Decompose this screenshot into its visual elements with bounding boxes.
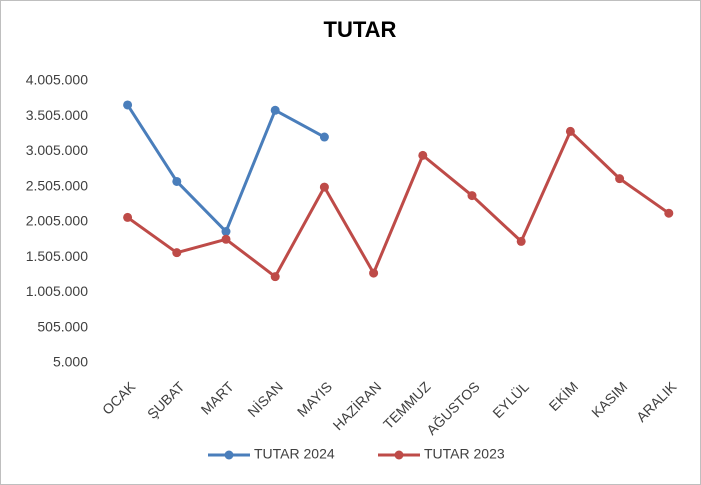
data-point: [516, 236, 526, 246]
y-tick-label: 3.005.000: [26, 142, 88, 158]
data-point: [418, 150, 428, 160]
y-tick-label: 4.005.000: [26, 72, 88, 88]
data-point: [221, 234, 231, 244]
y-tick-label: 2.505.000: [26, 177, 88, 193]
y-tick-label: 505.000: [37, 318, 88, 334]
y-tick-label: 3.505.000: [26, 107, 88, 123]
data-point: [319, 132, 329, 142]
data-point: [172, 176, 182, 186]
y-tick-label: 1.005.000: [26, 283, 88, 299]
legend-marker: [394, 450, 404, 460]
data-point: [467, 191, 477, 201]
data-point: [221, 227, 231, 237]
series-line: [126, 129, 670, 279]
data-point: [270, 272, 280, 282]
data-point: [565, 126, 575, 136]
y-tick-label: 1.505.000: [26, 248, 88, 264]
chart-title: TUTAR: [324, 17, 397, 42]
data-point: [664, 208, 674, 218]
y-tick-label: 5.000: [53, 354, 88, 370]
data-point: [319, 182, 329, 192]
legend-label: TUTAR 2024: [254, 446, 335, 462]
data-point: [123, 100, 133, 110]
data-point: [270, 105, 280, 115]
legend-marker: [224, 450, 234, 460]
legend-label: TUTAR 2023: [424, 446, 505, 462]
y-tick-label: 2.005.000: [26, 213, 88, 229]
data-point: [123, 212, 133, 222]
data-point: [369, 268, 379, 278]
data-point: [615, 174, 625, 184]
data-point: [172, 248, 182, 258]
